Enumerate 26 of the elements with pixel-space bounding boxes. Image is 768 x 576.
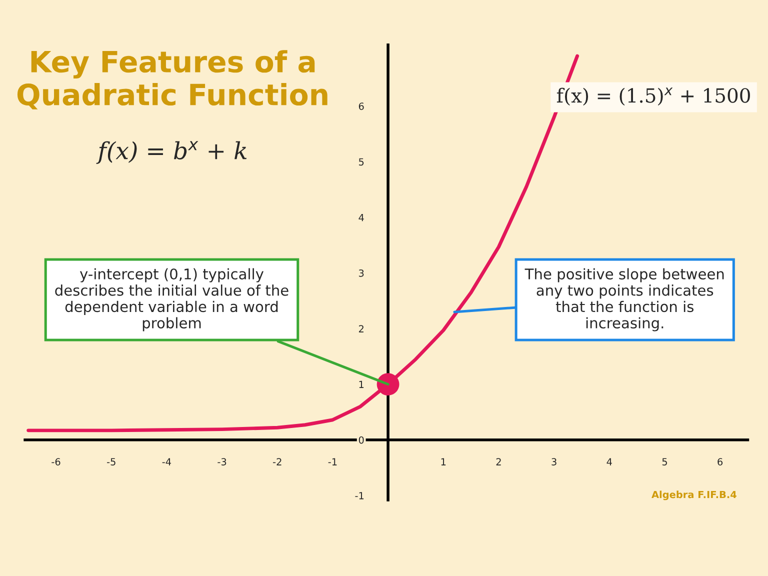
x-tick-label: -2 bbox=[273, 458, 282, 466]
x-tick-label: -6 bbox=[52, 458, 60, 466]
x-tick-label: -1 bbox=[328, 458, 337, 466]
y-tick-label: 1 bbox=[359, 380, 364, 388]
y-tick-label: 0 bbox=[358, 436, 364, 444]
x-tick-label: -3 bbox=[218, 458, 226, 466]
y-tick-label: 2 bbox=[358, 325, 364, 332]
x-tick-label: 2 bbox=[496, 458, 501, 466]
text: f(x) = b$^{x}$ + k bbox=[96, 141, 247, 164]
x-tick-label: 6 bbox=[718, 458, 723, 466]
annotation: The positive slope between any two points indicates that the function is increasing. bbox=[524, 268, 724, 332]
x-tick-label: -4 bbox=[162, 458, 171, 466]
annotation: f(x) = (1.5)$^{x}$ + 1500 bbox=[556, 88, 750, 106]
y-tick-label: 5 bbox=[358, 158, 364, 166]
annotation: Algebra F.IF.B.4 bbox=[652, 490, 736, 500]
x-tick-label: 1 bbox=[441, 458, 446, 466]
annotation: y-intercept (0,1) typically describes the initial value of the dependent variable in a word problem bbox=[55, 268, 288, 332]
y-tick-label: 4 bbox=[358, 214, 364, 222]
x-tick-label: 3 bbox=[552, 458, 556, 466]
y-tick-label: 6 bbox=[358, 102, 364, 110]
y-tick-label: 3 bbox=[358, 269, 364, 277]
text: Key Features of a Quadratic Function bbox=[17, 50, 328, 110]
y-tick-label: -1 bbox=[355, 492, 364, 500]
x-tick-label: 5 bbox=[662, 458, 667, 466]
x-tick-label: -5 bbox=[106, 458, 116, 466]
x-tick-label: 4 bbox=[606, 458, 612, 466]
